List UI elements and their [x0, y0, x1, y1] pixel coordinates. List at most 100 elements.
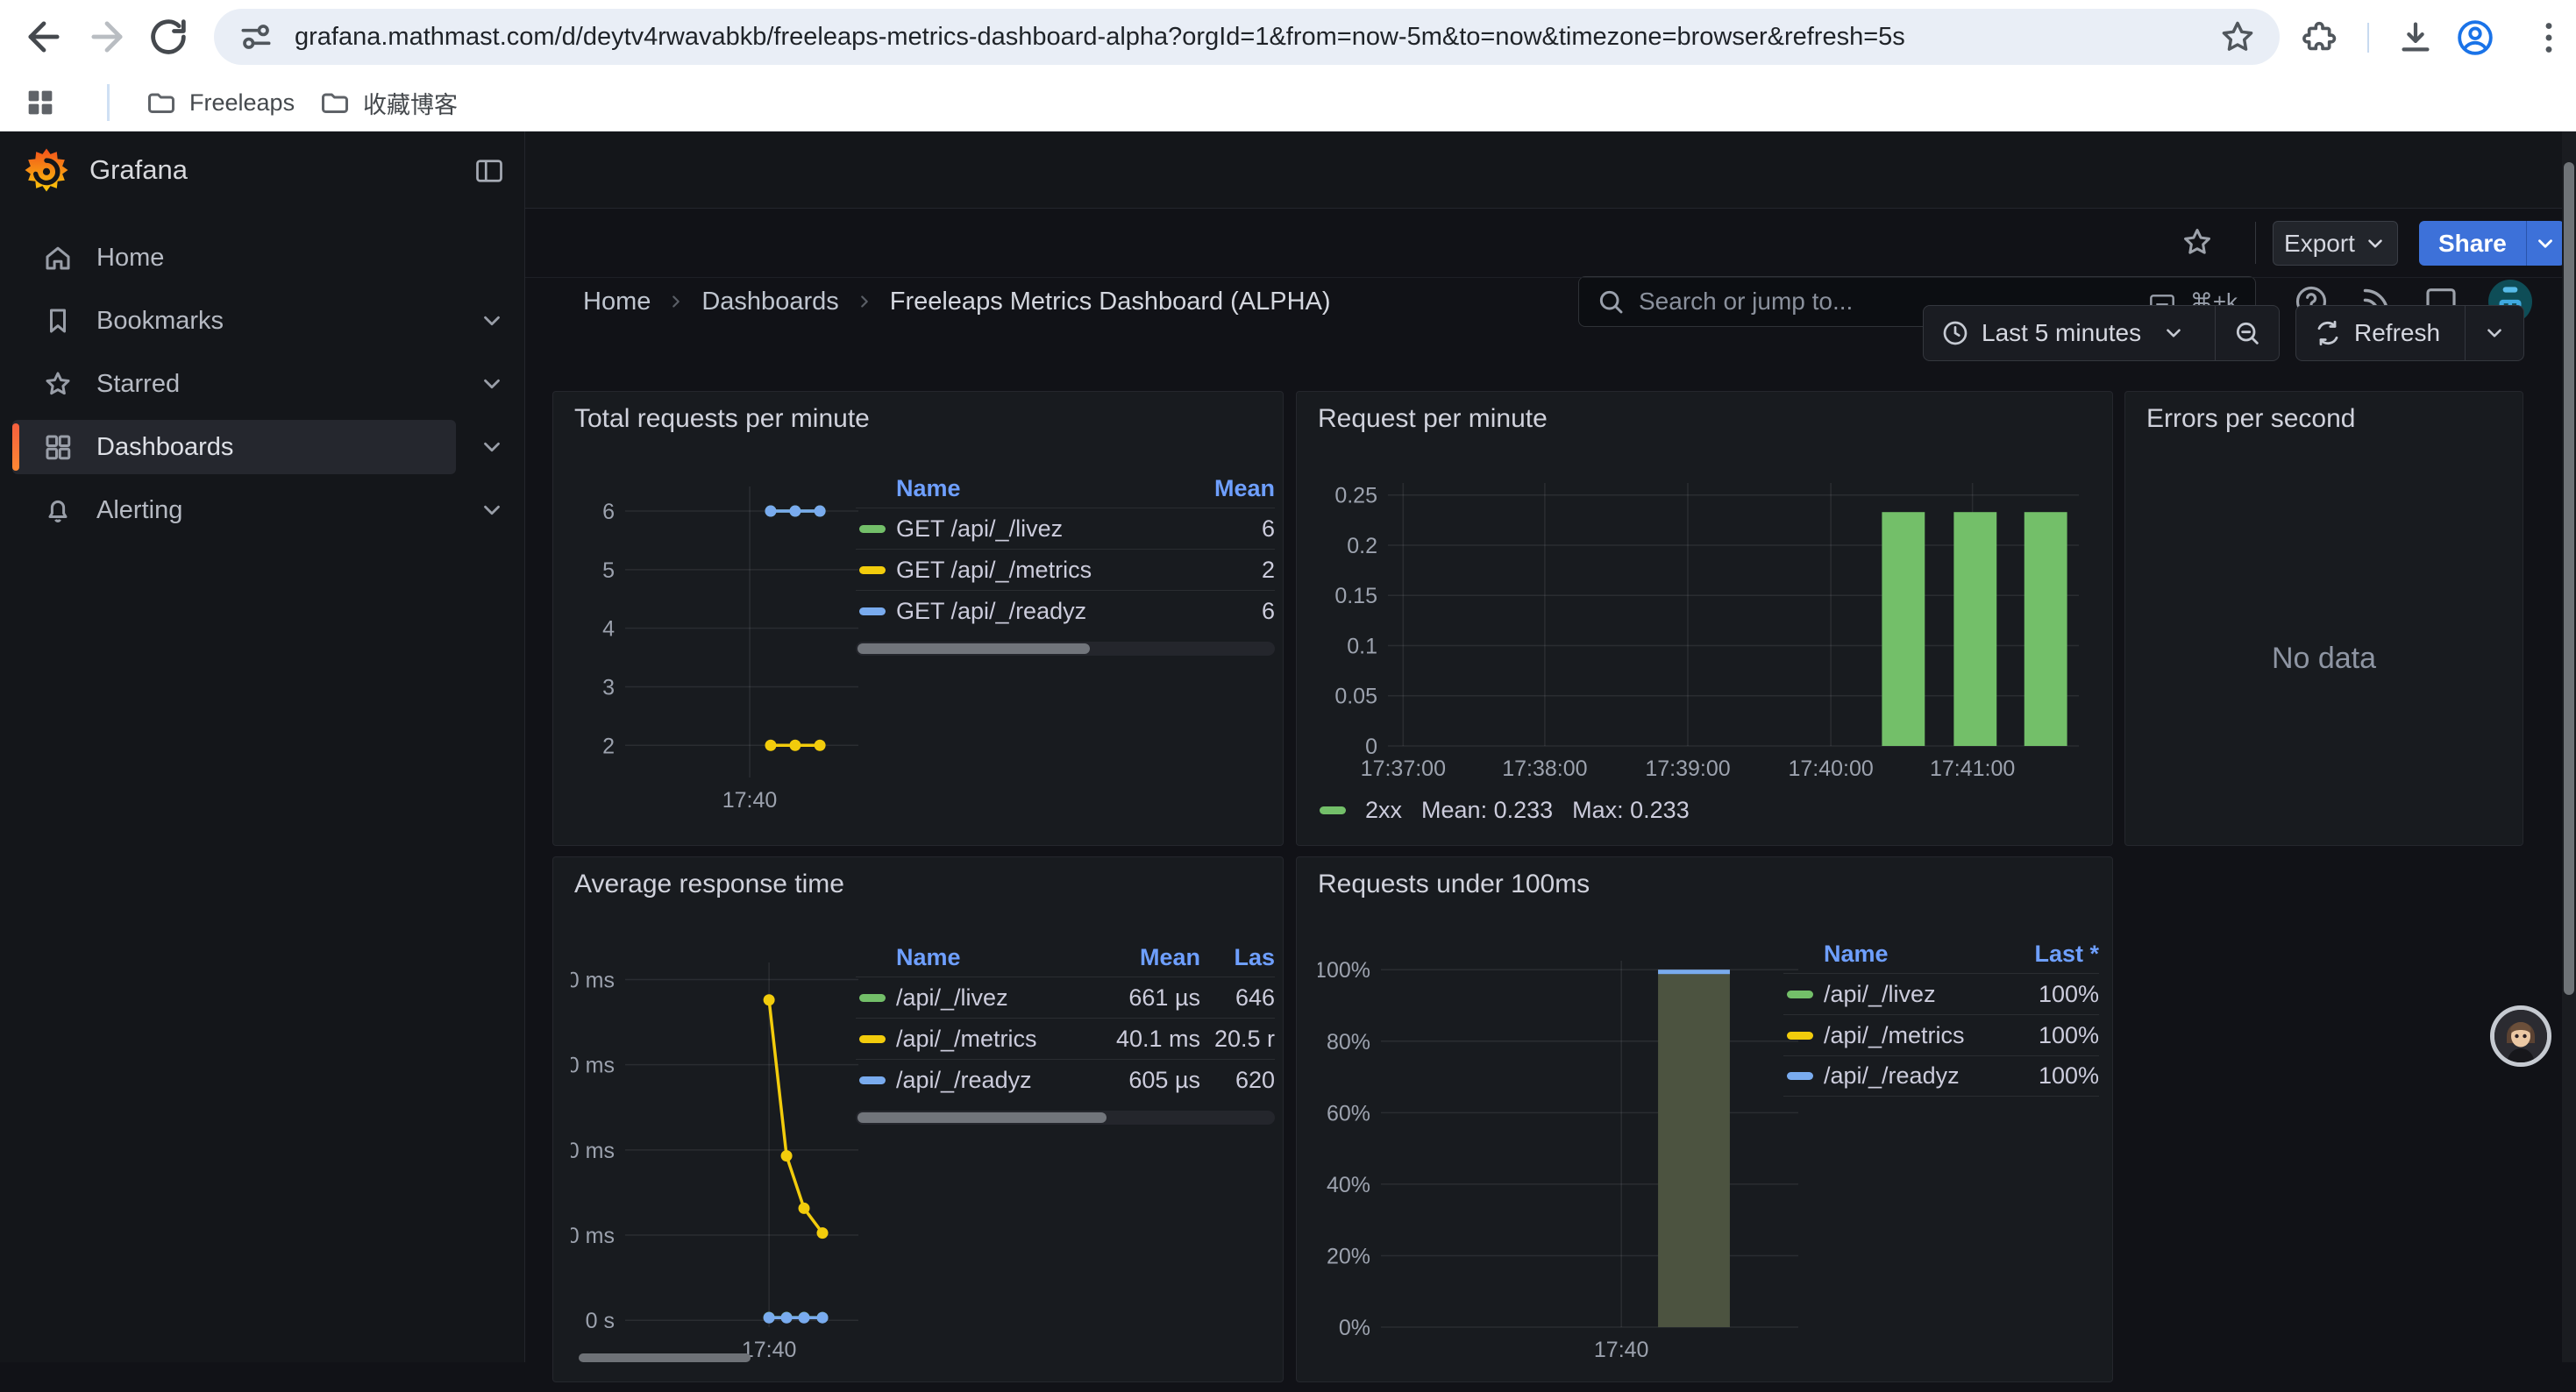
legend-row[interactable]: GET /api/_/readyz6	[856, 590, 1275, 631]
svg-text:80 ms: 80 ms	[571, 968, 615, 992]
legend-row[interactable]: GET /api/_/metrics2	[856, 549, 1275, 590]
legend-scrollbar[interactable]	[856, 1111, 1275, 1125]
svg-text:6: 6	[602, 500, 615, 524]
browser-forward-icon[interactable]	[84, 14, 130, 60]
svg-text:60 ms: 60 ms	[571, 1054, 615, 1078]
legend-row[interactable]: /api/_/readyz100%	[1783, 1055, 2099, 1097]
panel-request-per-minute: Request per minute 0.250.20.150.10.05017…	[1296, 391, 2113, 846]
scrollbar-thumb[interactable]	[2564, 162, 2574, 995]
legend-inline[interactable]: 2xx Mean: 0.233 Max: 0.233	[1320, 797, 1690, 824]
bookmark-star-icon[interactable]	[2218, 18, 2257, 56]
svg-text:20 ms: 20 ms	[571, 1224, 615, 1248]
bookmark-label: Freeleaps	[189, 89, 295, 117]
line-chart[interactable]: 6543217:40	[571, 460, 869, 828]
svg-text:17:37:00: 17:37:00	[1361, 756, 1446, 781]
breadcrumb-dashboards[interactable]: Dashboards	[701, 288, 838, 316]
svg-text:0: 0	[1365, 735, 1377, 759]
home-icon	[42, 242, 74, 273]
zoom-out-button[interactable]	[2216, 306, 2279, 360]
grafana-brand[interactable]: Grafana	[89, 154, 188, 186]
time-range-button[interactable]: Last 5 minutes	[1924, 306, 2215, 360]
breadcrumb-home[interactable]: Home	[583, 288, 651, 316]
legend-row[interactable]: GET /api/_/livez6	[856, 508, 1275, 549]
sidebar-item-bookmarks[interactable]: Bookmarks	[0, 289, 524, 352]
series-color-dash	[1320, 806, 1346, 814]
dock-menu-icon[interactable]	[473, 155, 505, 187]
svg-text:40 ms: 40 ms	[571, 1139, 615, 1163]
series-color-dash	[1787, 991, 1813, 998]
site-settings-icon[interactable]	[237, 18, 275, 56]
svg-text:5: 5	[602, 558, 615, 583]
legend-col-0[interactable]: Name	[896, 475, 1178, 502]
line-chart[interactable]: 80 ms60 ms40 ms20 ms0 s17:40	[571, 936, 869, 1392]
chevron-down-icon[interactable]	[479, 308, 505, 334]
favorite-star-icon[interactable]	[2181, 225, 2214, 259]
bar-chart[interactable]: 100%80%60%40%20%0%17:40	[1318, 936, 1809, 1392]
legend-col-1[interactable]: Last *	[1994, 941, 2099, 968]
panel-title[interactable]: Total requests per minute	[574, 404, 870, 434]
share-menu-button[interactable]	[2526, 221, 2565, 266]
extensions-icon[interactable]	[2302, 18, 2343, 58]
legend-col-0[interactable]: Name	[896, 944, 1086, 971]
legend-scrollbar[interactable]	[856, 642, 1275, 656]
chevron-down-icon	[2534, 232, 2557, 255]
svg-text:17:40: 17:40	[1594, 1338, 1649, 1362]
legend-col-1[interactable]: Mean	[1086, 944, 1200, 971]
toolbar-divider	[2255, 222, 2256, 264]
url-bar[interactable]: grafana.mathmast.com/d/deytv4rwavabkb/fr…	[214, 9, 2280, 65]
legend-row[interactable]: /api/_/readyz605 µs620	[856, 1059, 1275, 1100]
series-color-dash	[859, 566, 886, 574]
sidebar-border	[524, 131, 525, 1362]
breadcrumb: Home Dashboards Freeleaps Metrics Dashbo…	[583, 263, 1331, 340]
svg-text:17:38:00: 17:38:00	[1502, 756, 1587, 781]
legend-col-2[interactable]: Las	[1200, 944, 1275, 971]
series-name: 2xx	[1365, 797, 1402, 824]
sidebar-item-home[interactable]: Home	[0, 226, 524, 289]
legend-col-0[interactable]: Name	[1824, 941, 1994, 968]
bookmark-folder-blogs[interactable]: 收藏博客	[305, 81, 472, 124]
partial-scrollbar[interactable]	[579, 1353, 751, 1362]
refresh-interval-button[interactable]	[2466, 306, 2523, 360]
panel-title[interactable]: Average response time	[574, 870, 844, 899]
legend-row[interactable]: /api/_/livez100%	[1783, 973, 2099, 1014]
refresh-button[interactable]: Refresh	[2296, 306, 2465, 360]
export-label: Export	[2284, 230, 2355, 258]
browser-toolbar: grafana.mathmast.com/d/deytv4rwavabkb/fr…	[0, 0, 2576, 74]
panel-title[interactable]: Request per minute	[1318, 404, 1548, 434]
panel-title[interactable]: Requests under 100ms	[1318, 870, 1590, 899]
browser-back-icon[interactable]	[21, 14, 67, 60]
panel-title[interactable]: Errors per second	[2146, 404, 2355, 434]
bookmark-folder-freeleaps[interactable]: Freeleaps	[132, 81, 309, 124]
sidebar-item-alerting[interactable]: Alerting	[0, 479, 524, 542]
dashboards-icon	[42, 431, 74, 463]
legend-row[interactable]: /api/_/livez661 µs646	[856, 977, 1275, 1018]
refresh-label: Refresh	[2354, 319, 2440, 347]
grafana-logo[interactable]	[21, 145, 72, 195]
chevron-down-icon[interactable]	[479, 497, 505, 523]
series-color-dash	[859, 607, 886, 615]
sidebar-item-starred[interactable]: Starred	[0, 352, 524, 415]
chevron-down-icon[interactable]	[479, 434, 505, 460]
export-button[interactable]: Export	[2273, 221, 2398, 266]
series-color-dash	[859, 525, 886, 533]
legend-row[interactable]: /api/_/metrics40.1 ms20.5 r	[856, 1018, 1275, 1059]
star-icon	[42, 368, 74, 400]
sidebar: Home Bookmarks Starred Dashboards Alerti…	[0, 209, 524, 1362]
legend-table: NameMeanLas/api/_/livez661 µs646/api/_/m…	[856, 938, 1275, 1125]
browser-menu-icon[interactable]	[2529, 18, 2569, 58]
url-text[interactable]: grafana.mathmast.com/d/deytv4rwavabkb/fr…	[295, 23, 2199, 52]
legend-col-1[interactable]: Mean	[1178, 475, 1275, 502]
page-scrollbar[interactable]	[2562, 131, 2576, 1362]
legend-table: NameLast * /api/_/livez100%/api/_/metrics…	[1783, 934, 2099, 1097]
share-button[interactable]: Share	[2419, 221, 2526, 266]
sidebar-item-dashboards[interactable]: Dashboards	[0, 415, 524, 479]
legend-row[interactable]: /api/_/metrics100%	[1783, 1014, 2099, 1055]
chevron-down-icon[interactable]	[479, 371, 505, 397]
downloads-icon[interactable]	[2395, 18, 2436, 58]
assistant-avatar[interactable]	[2490, 1005, 2551, 1067]
panel-total-requests-per-minute: Total requests per minute 6543217:40 Nam…	[552, 391, 1284, 846]
bar-chart[interactable]: 0.250.20.150.10.05017:37:0017:38:0017:39…	[1318, 462, 2095, 795]
profile-icon[interactable]	[2455, 18, 2495, 58]
browser-reload-icon[interactable]	[146, 14, 191, 60]
apps-grid-icon[interactable]	[23, 85, 58, 120]
